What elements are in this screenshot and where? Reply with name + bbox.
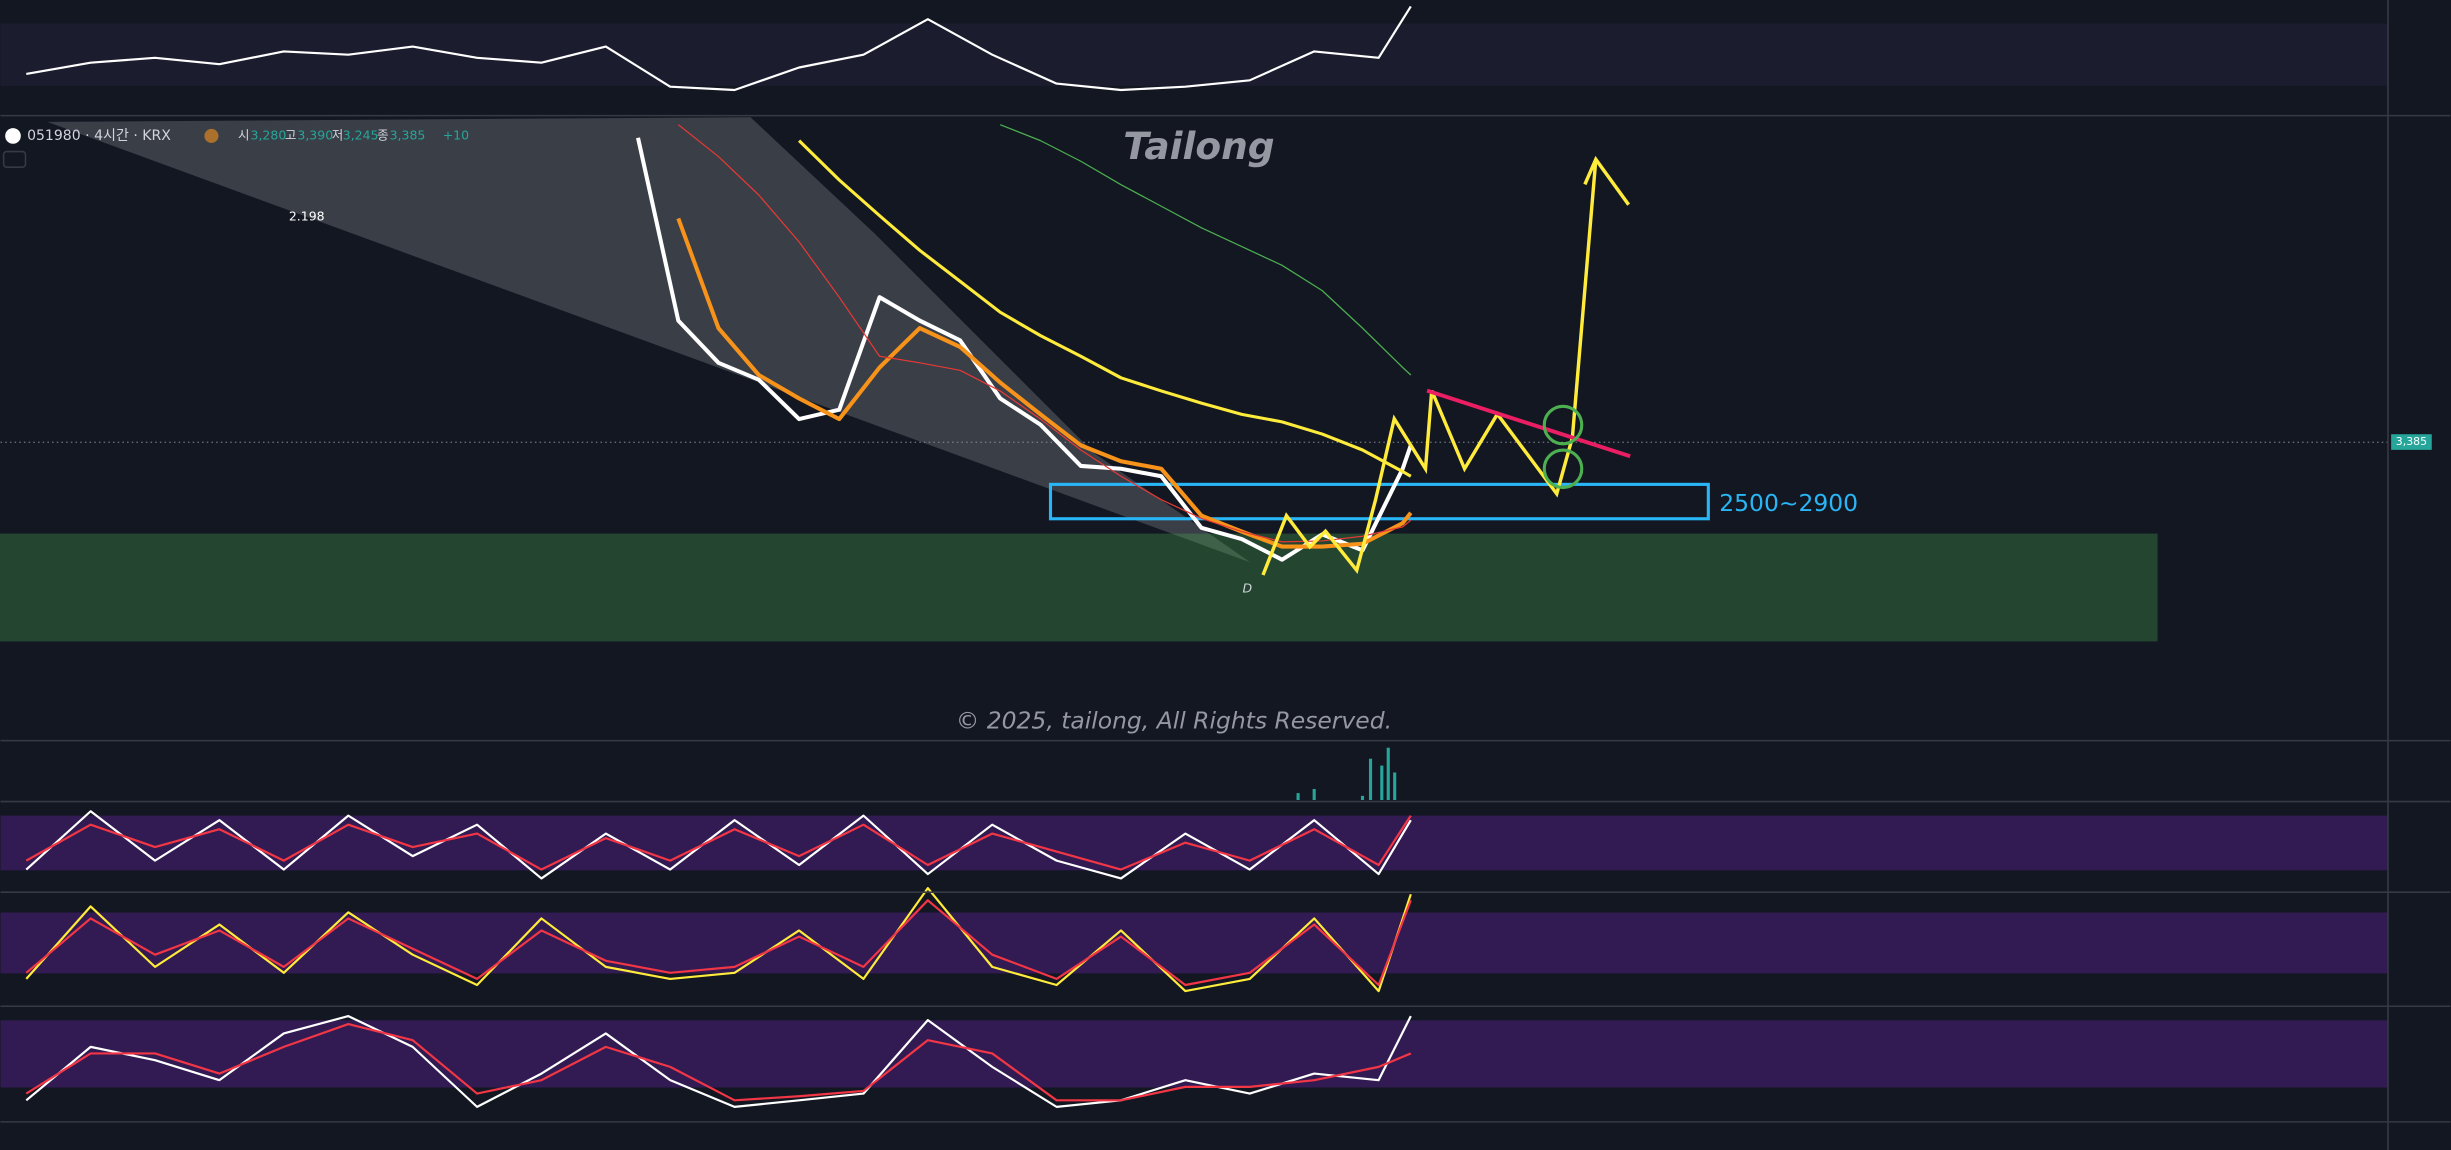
labels: 3,385 Tailong 2.198 2500~2900 © 2025, tailon… xyxy=(289,124,2432,734)
collapse-button[interactable] xyxy=(2,150,27,168)
ohlc-value: 3,385 xyxy=(390,127,426,142)
volume-bar xyxy=(1360,795,1365,800)
drawings xyxy=(0,117,2388,642)
annotation: Tailong xyxy=(1123,124,1274,168)
series-line xyxy=(25,815,1412,871)
series-line xyxy=(676,217,1413,549)
arrow-head xyxy=(1583,155,1631,206)
band xyxy=(0,23,2388,86)
volume-bar xyxy=(1296,793,1300,800)
trend-line xyxy=(1426,388,1631,459)
header: 051980 · 4시간 · KRX 시 3,280 고 3,390 저 3,2… xyxy=(2,127,469,168)
ohlc-label: 종 xyxy=(377,127,389,142)
ohlc-value: 3,390 xyxy=(297,127,333,142)
series-line xyxy=(26,5,1412,92)
volume-bar xyxy=(1368,758,1373,800)
series-line xyxy=(999,124,1412,376)
annotation: 2500~2900 xyxy=(1719,489,1858,517)
change: +10 xyxy=(443,127,469,142)
annotation: © 2025, tailong, All Rights Reserved. xyxy=(956,706,1392,734)
marker-circle xyxy=(1542,404,1584,446)
series-line xyxy=(25,810,1412,880)
ohlc-label: 고 xyxy=(285,127,297,142)
ohlc-label: 저 xyxy=(332,127,344,142)
ohlc-value: 3,280 xyxy=(251,127,287,142)
price-tag xyxy=(2391,434,2432,450)
fan-area xyxy=(47,117,1251,563)
series xyxy=(25,5,1413,1108)
marker-circle xyxy=(1542,448,1584,490)
series-line xyxy=(25,1014,1412,1108)
ohlc-label: 시 xyxy=(238,127,250,142)
volume-bar xyxy=(1380,765,1384,800)
volume-bar xyxy=(1393,772,1397,800)
badge xyxy=(204,128,219,143)
ohlc-value: 3,245 xyxy=(343,127,379,142)
bands xyxy=(0,23,2388,1088)
price-tag-label: 3,385 xyxy=(2396,435,2427,448)
series-line xyxy=(25,899,1412,987)
annotation: 2.198 xyxy=(289,209,325,224)
symbol: 051980 · 4시간 · KRX xyxy=(27,128,171,144)
band xyxy=(0,912,2388,974)
logo xyxy=(5,128,21,144)
band xyxy=(0,815,2388,871)
series-line xyxy=(25,1022,1412,1102)
series-line xyxy=(25,887,1412,993)
series-line xyxy=(797,139,1412,478)
volume-bar xyxy=(1312,788,1316,800)
annotation: D xyxy=(1243,581,1253,596)
support-zone xyxy=(0,533,2158,642)
volume-bar xyxy=(1386,747,1390,800)
band xyxy=(0,1020,2388,1088)
